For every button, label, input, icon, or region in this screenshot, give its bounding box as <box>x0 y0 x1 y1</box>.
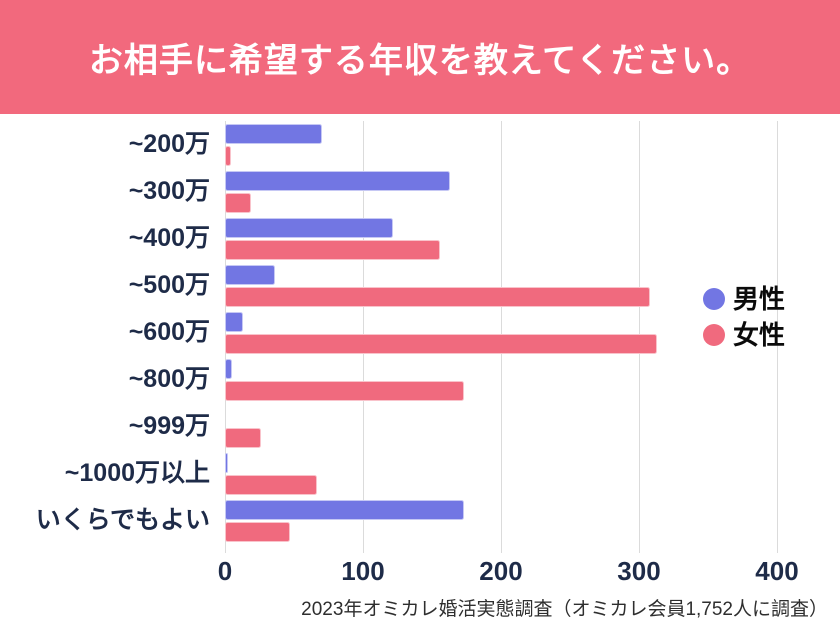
bar-female <box>225 145 231 166</box>
bar-male <box>225 452 228 473</box>
bar-female <box>225 521 290 542</box>
male-legend-dot <box>703 288 725 310</box>
category-label: ~1000万以上 <box>64 459 210 487</box>
chart-row: いくらでもよい <box>0 497 840 544</box>
chart-title: お相手に希望する年収を教えてください。 <box>88 41 752 80</box>
category-label: いくらでもよい <box>35 506 210 534</box>
bar-male <box>225 358 232 379</box>
bar-female <box>225 333 657 354</box>
x-axis: 0 100 200 300 400 <box>0 558 840 590</box>
bar-group <box>225 170 840 213</box>
bar-female <box>225 427 261 448</box>
bar-group <box>225 358 840 401</box>
chart-row: ~300万 <box>0 168 840 215</box>
bar-female <box>225 239 441 260</box>
category-label: ~999万 <box>128 412 210 440</box>
bar-group <box>225 217 840 260</box>
bar-group <box>225 452 840 495</box>
legend-item-male: 男性 <box>703 286 785 312</box>
chart-legend: 男性 女性 <box>703 286 785 348</box>
bar-group <box>225 264 840 307</box>
legend-label-male: 男性 <box>733 284 786 314</box>
bar-group <box>225 311 840 354</box>
bar-chart: ~200万 ~300万 ~400万 ~500万 ~600万 ~800万 ~999万 ~1000… <box>0 121 840 590</box>
gridline <box>777 121 778 553</box>
x-tick-label: 200 <box>479 556 523 586</box>
bar-male <box>225 217 394 238</box>
bar-male <box>225 499 464 520</box>
title-banner: お相手に希望する年収を教えてください。 <box>0 0 840 114</box>
chart-row: ~1000万以上 <box>0 450 840 497</box>
chart-canvas: ~200万 ~300万 ~400万 ~500万 ~600万 ~800万 ~999万 ~1000… <box>0 121 840 553</box>
legend-item-female: 女性 <box>703 322 785 348</box>
chart-row: ~500万 <box>0 262 840 309</box>
bar-male <box>225 123 322 144</box>
chart-rows: ~200万 ~300万 ~400万 ~500万 ~600万 ~800万 ~999万 ~1000… <box>0 121 840 544</box>
legend-label-female: 女性 <box>733 320 786 350</box>
chart-row: ~999万 <box>0 403 840 450</box>
x-tick-label: 0 <box>217 556 233 586</box>
chart-row: ~400万 <box>0 215 840 262</box>
chart-row: ~800万 <box>0 356 840 403</box>
category-label: ~200万 <box>128 130 210 158</box>
x-tick-label: 400 <box>755 556 799 586</box>
bar-female <box>225 380 464 401</box>
chart-row: ~600万 <box>0 309 840 356</box>
bar-group <box>225 123 840 166</box>
chart-row: ~200万 <box>0 121 840 168</box>
bar-group <box>225 406 840 448</box>
category-label: ~800万 <box>128 365 210 393</box>
bar-female <box>225 474 318 495</box>
category-label: ~400万 <box>128 224 210 252</box>
category-label: ~300万 <box>128 177 210 205</box>
bar-male <box>225 264 275 285</box>
category-label: ~500万 <box>128 271 210 299</box>
category-label: ~600万 <box>128 318 210 346</box>
bar-female <box>225 286 651 307</box>
bar-male <box>225 170 450 191</box>
bar-female <box>225 192 252 213</box>
female-legend-dot <box>703 324 725 346</box>
source-note: 2023年オミカレ婚活実態調査（オミカレ会員1,752人に調査） <box>301 599 828 620</box>
bar-group <box>225 499 840 542</box>
bar-male <box>225 311 243 332</box>
x-tick-label: 100 <box>341 556 385 586</box>
x-tick-label: 300 <box>617 556 661 586</box>
